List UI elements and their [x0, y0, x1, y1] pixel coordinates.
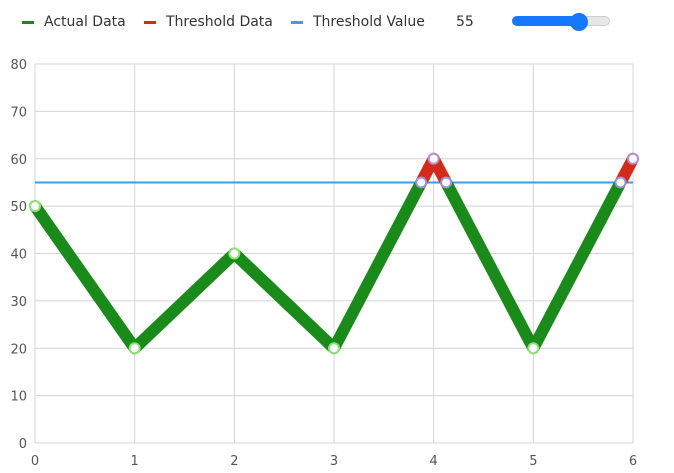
actual-data-segment [230, 249, 339, 353]
x-tick-label: 4 [430, 454, 438, 469]
actual-data-point [527, 342, 540, 355]
legend-swatch-threshold-value [291, 20, 303, 24]
y-tick-label: 20 [10, 342, 27, 357]
y-tick-label: 30 [10, 295, 27, 310]
threshold-data-point [427, 152, 440, 165]
legend-label-threshold-data: Threshold Data [166, 14, 273, 30]
actual-data-segment [440, 179, 539, 352]
y-tick-label: 70 [10, 105, 27, 120]
threshold-slider-thumb[interactable] [570, 13, 589, 31]
legend-item-threshold-data[interactable]: Threshold Data [144, 12, 273, 32]
actual-data-segment [130, 249, 239, 353]
y-tick-label: 0 [19, 437, 27, 452]
actual-data-point [29, 200, 41, 213]
y-tick-label: 80 [10, 58, 27, 73]
actual-data-point [328, 342, 340, 355]
legend-item-actual-data[interactable]: Actual Data [22, 12, 126, 32]
legend-label-actual-data: Actual Data [44, 14, 126, 30]
x-tick-label: 5 [529, 454, 537, 469]
threshold-value-readout: 55 [456, 14, 474, 30]
x-tick-label: 0 [31, 454, 39, 469]
x-tick-label: 6 [629, 454, 637, 469]
threshold-data-point [627, 152, 639, 165]
chart-legend: Actual Data Threshold Data Threshold Val… [0, 0, 674, 44]
actual-data-point [228, 247, 241, 260]
threshold-crossing-point [415, 176, 428, 189]
y-tick-label: 60 [10, 153, 27, 168]
actual-data-segment [528, 179, 626, 352]
y-tick-label: 40 [10, 248, 27, 263]
x-tick-label: 1 [131, 454, 139, 469]
y-tick-label: 10 [10, 390, 27, 405]
legend-label-threshold-value: Threshold Value [313, 14, 425, 30]
x-tick-label: 2 [230, 454, 238, 469]
legend-swatch-actual-data [22, 20, 34, 24]
actual-data-segment [328, 179, 427, 352]
threshold-slider-fill [512, 16, 580, 26]
legend-item-threshold-value[interactable]: Threshold Value [291, 12, 425, 32]
legend-swatch-threshold-data [144, 20, 156, 24]
actual-data-segment [30, 202, 140, 352]
threshold-crossing-point [614, 176, 627, 189]
threshold-crossing-point [440, 176, 453, 189]
actual-data-point [128, 342, 141, 355]
threshold-slider[interactable] [512, 13, 610, 31]
y-tick-label: 50 [10, 200, 27, 215]
x-tick-label: 3 [330, 454, 338, 469]
